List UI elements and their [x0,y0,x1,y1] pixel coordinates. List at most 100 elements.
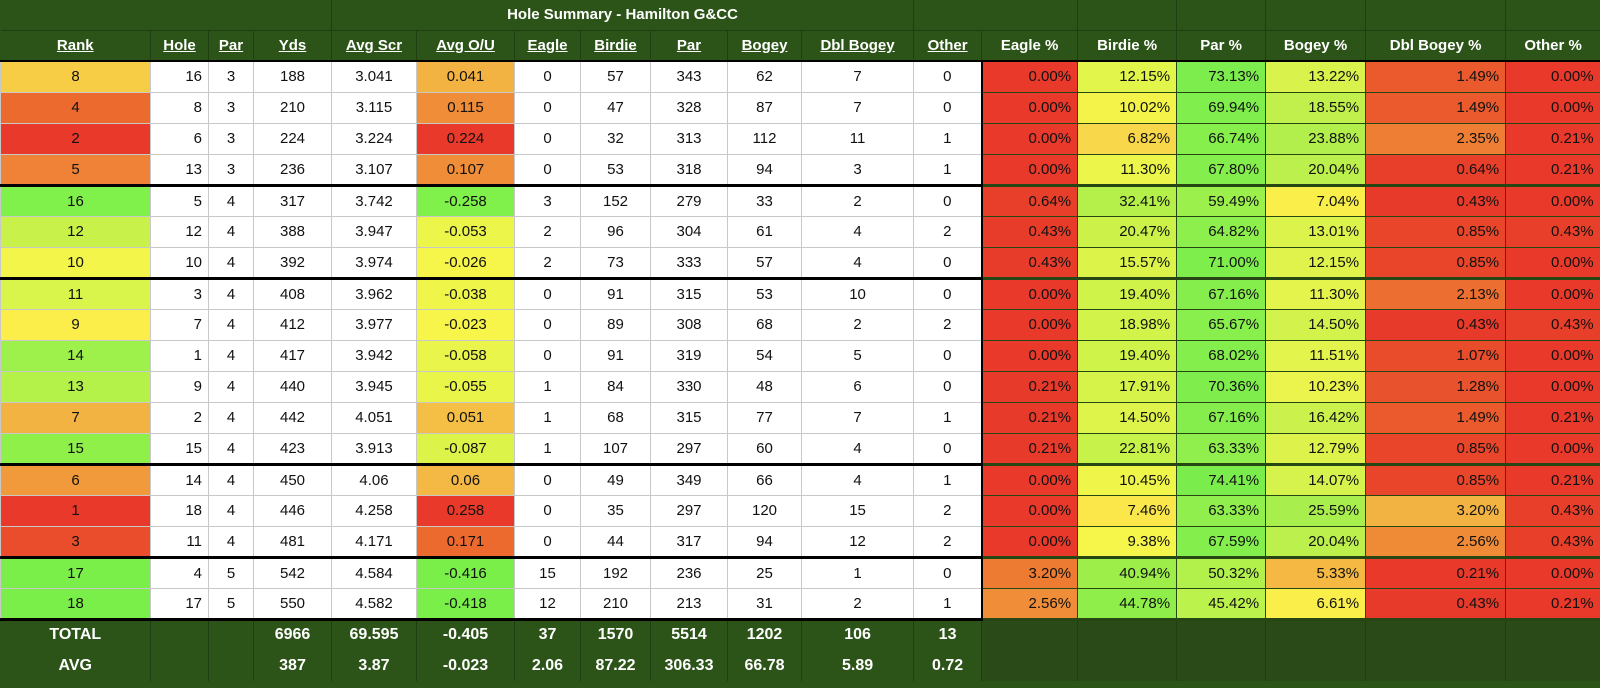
eagle-pct-cell[interactable]: 0.00% [980,494,1079,527]
yards-cell[interactable]: 446 [253,494,332,527]
eagle-count-cell[interactable]: 12 [514,587,581,621]
eagle-pct-cell[interactable]: 0.21% [980,401,1079,434]
totals-bogey-cell[interactable]: 1202 [727,618,802,650]
yards-cell[interactable]: 442 [253,401,332,434]
avg-score-cell[interactable]: 4.584 [331,556,417,589]
other-count-cell[interactable]: 1 [913,401,983,434]
birdie-count-cell[interactable]: 210 [580,587,651,621]
other-pct-cell[interactable]: 0.00% [1505,339,1600,372]
par-cell[interactable]: 4 [208,308,254,341]
rank-cell[interactable]: 17 [0,556,151,589]
bogey-count-cell[interactable]: 120 [727,494,802,527]
column-header-avg-ou[interactable]: Avg O/U [416,29,515,62]
par-pct-cell[interactable]: 69.94% [1176,91,1267,124]
bogey-count-cell[interactable]: 48 [727,370,802,403]
eagle-count-cell[interactable]: 0 [514,60,581,93]
column-header-other[interactable]: Other [913,29,983,62]
other-count-cell[interactable]: 2 [913,525,983,559]
bogey-pct-cell[interactable]: 20.04% [1265,525,1367,559]
par-pct-cell[interactable]: 67.16% [1176,277,1267,310]
eagle-count-cell[interactable]: 0 [514,339,581,372]
yards-cell[interactable]: 440 [253,370,332,403]
bogey-pct-cell[interactable]: 25.59% [1265,494,1367,527]
par-cell[interactable]: 4 [208,525,254,559]
dbl-bogey-count-cell[interactable]: 11 [800,122,915,155]
birdie-pct-cell[interactable]: 15.57% [1077,246,1178,280]
par-pct-cell[interactable]: 74.41% [1176,463,1267,496]
eagle-count-cell[interactable]: 0 [514,525,581,559]
bogey-count-cell[interactable]: 33 [727,184,802,217]
avg-score-cell[interactable]: 3.974 [331,246,417,280]
yards-cell[interactable]: 423 [253,432,332,466]
yards-cell[interactable]: 408 [253,277,332,310]
column-header-hole[interactable]: Hole [150,29,209,62]
rank-cell[interactable]: 5 [0,153,151,187]
par-cell[interactable]: 4 [208,246,254,280]
dbl-bogey-count-cell[interactable]: 2 [800,184,915,217]
birdie-pct-cell[interactable]: 10.45% [1077,463,1178,496]
hole-cell[interactable]: 13 [150,153,209,187]
empty-cell[interactable] [150,618,209,650]
column-header-avg-scr[interactable]: Avg Scr [331,29,417,62]
birdie-count-cell[interactable]: 152 [580,184,651,217]
bogey-pct-cell[interactable]: 10.23% [1265,370,1367,403]
avg-over-under-cell[interactable]: -0.038 [416,277,515,310]
par-cell[interactable]: 3 [208,91,254,124]
rank-cell[interactable]: 15 [0,432,151,466]
birdie-pct-cell[interactable]: 19.40% [1077,339,1178,372]
eagle-pct-cell[interactable]: 3.20% [980,556,1079,589]
avg-score-cell[interactable]: 3.945 [331,370,417,403]
hole-cell[interactable]: 1 [150,339,209,372]
dbl-bogey-pct-cell[interactable]: 0.85% [1365,463,1507,496]
column-header-par[interactable]: Par [208,29,254,62]
eagle-pct-cell[interactable]: 0.00% [980,153,1079,187]
bogey-pct-cell[interactable]: 23.88% [1265,122,1367,155]
birdie-count-cell[interactable]: 44 [580,525,651,559]
par-cell[interactable]: 4 [208,215,254,248]
birdie-count-cell[interactable]: 32 [580,122,651,155]
dbl-bogey-pct-cell[interactable]: 1.07% [1365,339,1507,372]
eagle-pct-cell[interactable]: 0.43% [980,215,1079,248]
par-count-cell[interactable]: 315 [650,277,728,310]
eagle-pct-cell[interactable]: 0.00% [980,60,1079,93]
dbl-bogey-count-cell[interactable]: 2 [800,308,915,341]
par-pct-cell[interactable]: 64.82% [1176,215,1267,248]
eagle-pct-cell[interactable]: 0.21% [980,370,1079,403]
dbl-bogey-pct-cell[interactable]: 0.85% [1365,432,1507,466]
par-count-cell[interactable]: 315 [650,401,728,434]
bogey-pct-cell[interactable]: 14.50% [1265,308,1367,341]
yards-cell[interactable]: 317 [253,184,332,217]
avg-score-cell[interactable]: 3.224 [331,122,417,155]
eagle-pct-cell[interactable]: 0.43% [980,246,1079,280]
birdie-count-cell[interactable]: 89 [580,308,651,341]
totals-birdie-cell[interactable]: 1570 [580,618,651,650]
hole-cell[interactable]: 12 [150,215,209,248]
birdie-count-cell[interactable]: 68 [580,401,651,434]
par-cell[interactable]: 4 [208,463,254,496]
yards-cell[interactable]: 210 [253,91,332,124]
par-pct-cell[interactable]: 67.16% [1176,401,1267,434]
eagle-count-cell[interactable]: 0 [514,308,581,341]
bogey-pct-cell[interactable]: 12.15% [1265,246,1367,280]
birdie-count-cell[interactable]: 35 [580,494,651,527]
totals-other-cell[interactable]: 13 [913,618,983,650]
rank-cell[interactable]: 2 [0,122,151,155]
other-count-cell[interactable]: 0 [913,91,983,124]
averages-par-count-cell[interactable]: 306.33 [650,650,728,681]
par-cell[interactable]: 3 [208,60,254,93]
other-count-cell[interactable]: 1 [913,587,983,621]
eagle-pct-cell[interactable]: 0.00% [980,277,1079,310]
dbl-bogey-count-cell[interactable]: 6 [800,370,915,403]
par-cell[interactable]: 4 [208,432,254,466]
dbl-bogey-pct-cell[interactable]: 1.49% [1365,91,1507,124]
avg-over-under-cell[interactable]: -0.053 [416,215,515,248]
bogey-pct-cell[interactable]: 7.04% [1265,184,1367,217]
par-cell[interactable]: 3 [208,153,254,187]
dbl-bogey-count-cell[interactable]: 7 [800,401,915,434]
averages-dbl-bogey-cell[interactable]: 5.89 [801,650,915,681]
birdie-count-cell[interactable]: 73 [580,246,651,280]
dbl-bogey-pct-cell[interactable]: 0.43% [1365,308,1507,341]
other-pct-cell[interactable]: 0.00% [1505,184,1600,217]
avg-score-cell[interactable]: 3.115 [331,91,417,124]
birdie-pct-cell[interactable]: 40.94% [1077,556,1178,589]
